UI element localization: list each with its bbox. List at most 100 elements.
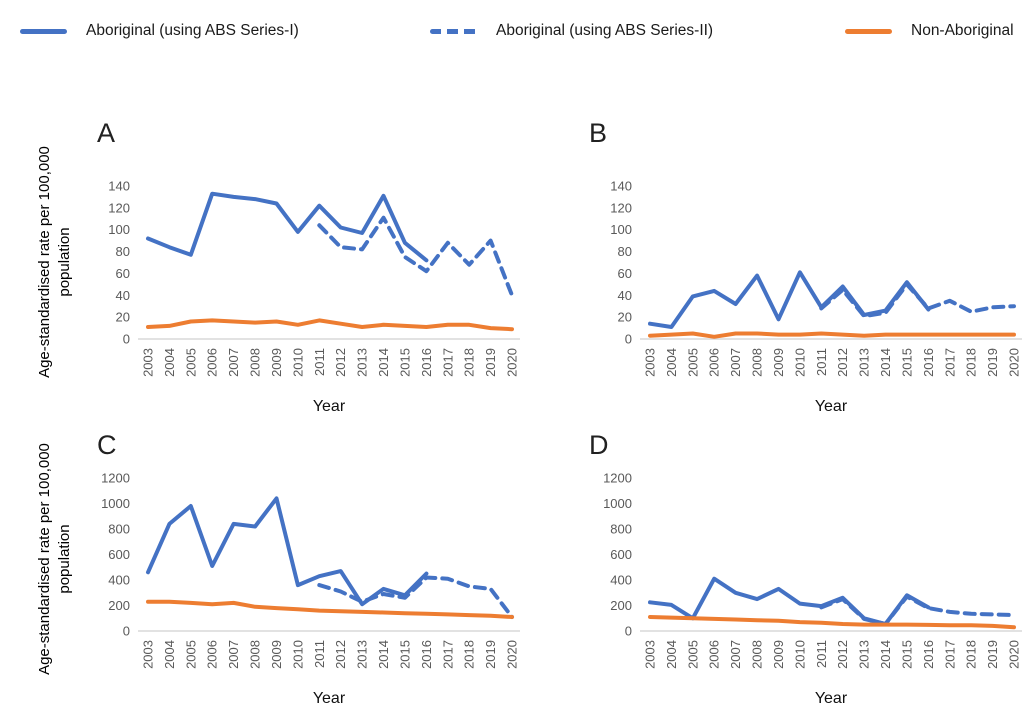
svg-text:2020: 2020 [1007, 348, 1022, 377]
svg-text:600: 600 [108, 547, 130, 562]
svg-text:2010: 2010 [290, 640, 305, 669]
svg-text:800: 800 [108, 522, 130, 537]
solid-orange-line-swatch [845, 28, 892, 34]
solid-blue-line-swatch [20, 28, 67, 34]
svg-text:2012: 2012 [333, 640, 348, 669]
svg-text:40: 40 [116, 288, 130, 303]
svg-text:1200: 1200 [603, 471, 632, 486]
svg-text:140: 140 [108, 179, 130, 194]
svg-text:60: 60 [116, 266, 130, 281]
svg-text:2005: 2005 [183, 348, 198, 377]
svg-text:400: 400 [610, 573, 632, 588]
svg-text:2009: 2009 [269, 348, 284, 377]
svg-text:80: 80 [116, 244, 130, 259]
svg-text:2008: 2008 [248, 640, 263, 669]
panel-d-letter: D [589, 430, 609, 460]
svg-text:2006: 2006 [205, 348, 220, 377]
svg-text:Year: Year [313, 690, 346, 707]
svg-text:0: 0 [625, 624, 632, 639]
svg-text:2011: 2011 [312, 640, 327, 668]
svg-text:80: 80 [618, 244, 632, 259]
svg-text:2017: 2017 [942, 640, 957, 669]
svg-text:120: 120 [610, 200, 632, 215]
svg-text:2005: 2005 [685, 640, 700, 669]
svg-text:1000: 1000 [603, 496, 632, 511]
svg-text:2007: 2007 [728, 348, 743, 377]
svg-text:Year: Year [815, 690, 848, 707]
panel-c-chart: 0 200 400 600 800 1000 1200 2003 2004 2005 2006 200… [101, 471, 520, 707]
legend-item-series1: Aboriginal (using ABS Series-I) [20, 14, 299, 48]
svg-text:2004: 2004 [162, 348, 177, 377]
svg-text:2020: 2020 [505, 640, 520, 669]
svg-text:100: 100 [610, 222, 632, 237]
panel-a-y-axis-title: Age-standardised rate per 100,000 popula… [36, 146, 73, 378]
svg-text:2018: 2018 [964, 640, 979, 669]
svg-text:100: 100 [108, 222, 130, 237]
svg-text:2014: 2014 [376, 348, 391, 377]
svg-text:2003: 2003 [141, 640, 156, 669]
svg-text:2005: 2005 [685, 348, 700, 377]
svg-text:2019: 2019 [985, 348, 1000, 377]
svg-text:20: 20 [116, 310, 130, 325]
svg-text:2016: 2016 [921, 640, 936, 669]
svg-text:2016: 2016 [419, 640, 434, 669]
svg-text:2013: 2013 [355, 348, 370, 377]
svg-text:2017: 2017 [942, 348, 957, 377]
svg-text:1000: 1000 [101, 496, 130, 511]
svg-text:2016: 2016 [419, 348, 434, 377]
svg-text:2013: 2013 [857, 640, 872, 669]
chart-legend: Aboriginal (using ABS Series-I) Aborigin… [0, 14, 1030, 48]
svg-text:2013: 2013 [857, 348, 872, 377]
svg-text:2004: 2004 [162, 640, 177, 669]
svg-text:2005: 2005 [183, 640, 198, 669]
svg-text:0: 0 [123, 332, 130, 347]
panel-a-chart: 0 20 40 60 80 100 120 140 2003 2004 2005 2006 2007 20… [108, 179, 520, 415]
svg-text:60: 60 [618, 266, 632, 281]
svg-text:800: 800 [610, 522, 632, 537]
svg-text:2015: 2015 [397, 348, 412, 377]
svg-text:2012: 2012 [835, 348, 850, 377]
panel-a-letter: A [97, 118, 116, 148]
svg-text:2018: 2018 [462, 640, 477, 669]
svg-text:140: 140 [610, 179, 632, 194]
svg-text:1200: 1200 [101, 471, 130, 486]
svg-text:200: 200 [610, 598, 632, 613]
svg-text:600: 600 [610, 547, 632, 562]
svg-text:2018: 2018 [462, 348, 477, 377]
dashed-blue-line-swatch [430, 28, 477, 34]
panel-b-letter: B [589, 118, 608, 148]
svg-text:2016: 2016 [921, 348, 936, 377]
svg-text:2008: 2008 [750, 640, 765, 669]
svg-text:2003: 2003 [643, 348, 658, 377]
svg-text:2015: 2015 [899, 640, 914, 669]
svg-text:2012: 2012 [333, 348, 348, 377]
legend-item-series3: Non-Aboriginal [845, 14, 1014, 48]
svg-text:2014: 2014 [376, 640, 391, 669]
svg-text:2020: 2020 [505, 348, 520, 377]
svg-text:Year: Year [313, 398, 346, 415]
svg-text:2013: 2013 [355, 640, 370, 669]
panel-c-letter: C [97, 430, 117, 460]
svg-text:2011: 2011 [312, 348, 327, 376]
svg-text:2003: 2003 [141, 348, 156, 377]
svg-text:2009: 2009 [269, 640, 284, 669]
svg-text:2004: 2004 [664, 640, 679, 669]
svg-text:2009: 2009 [771, 640, 786, 669]
svg-text:2011: 2011 [814, 640, 829, 668]
svg-text:2010: 2010 [792, 640, 807, 669]
legend-label-series3: Non-Aboriginal [911, 22, 1014, 39]
svg-text:2003: 2003 [643, 640, 658, 669]
svg-text:120: 120 [108, 200, 130, 215]
panel-b-chart: 0 20 40 60 80 100 120 140 2003 2004 2005 2006 2007 20… [610, 179, 1022, 415]
svg-text:400: 400 [108, 573, 130, 588]
svg-text:0: 0 [123, 624, 130, 639]
panel-c-y-axis-title: Age-standardised rate per 100,000 popula… [36, 443, 73, 675]
svg-text:2004: 2004 [664, 348, 679, 377]
svg-text:2009: 2009 [771, 348, 786, 377]
svg-text:2006: 2006 [205, 640, 220, 669]
svg-text:2014: 2014 [878, 348, 893, 377]
svg-text:Year: Year [815, 398, 848, 415]
svg-text:2010: 2010 [290, 348, 305, 377]
svg-text:2010: 2010 [792, 348, 807, 377]
